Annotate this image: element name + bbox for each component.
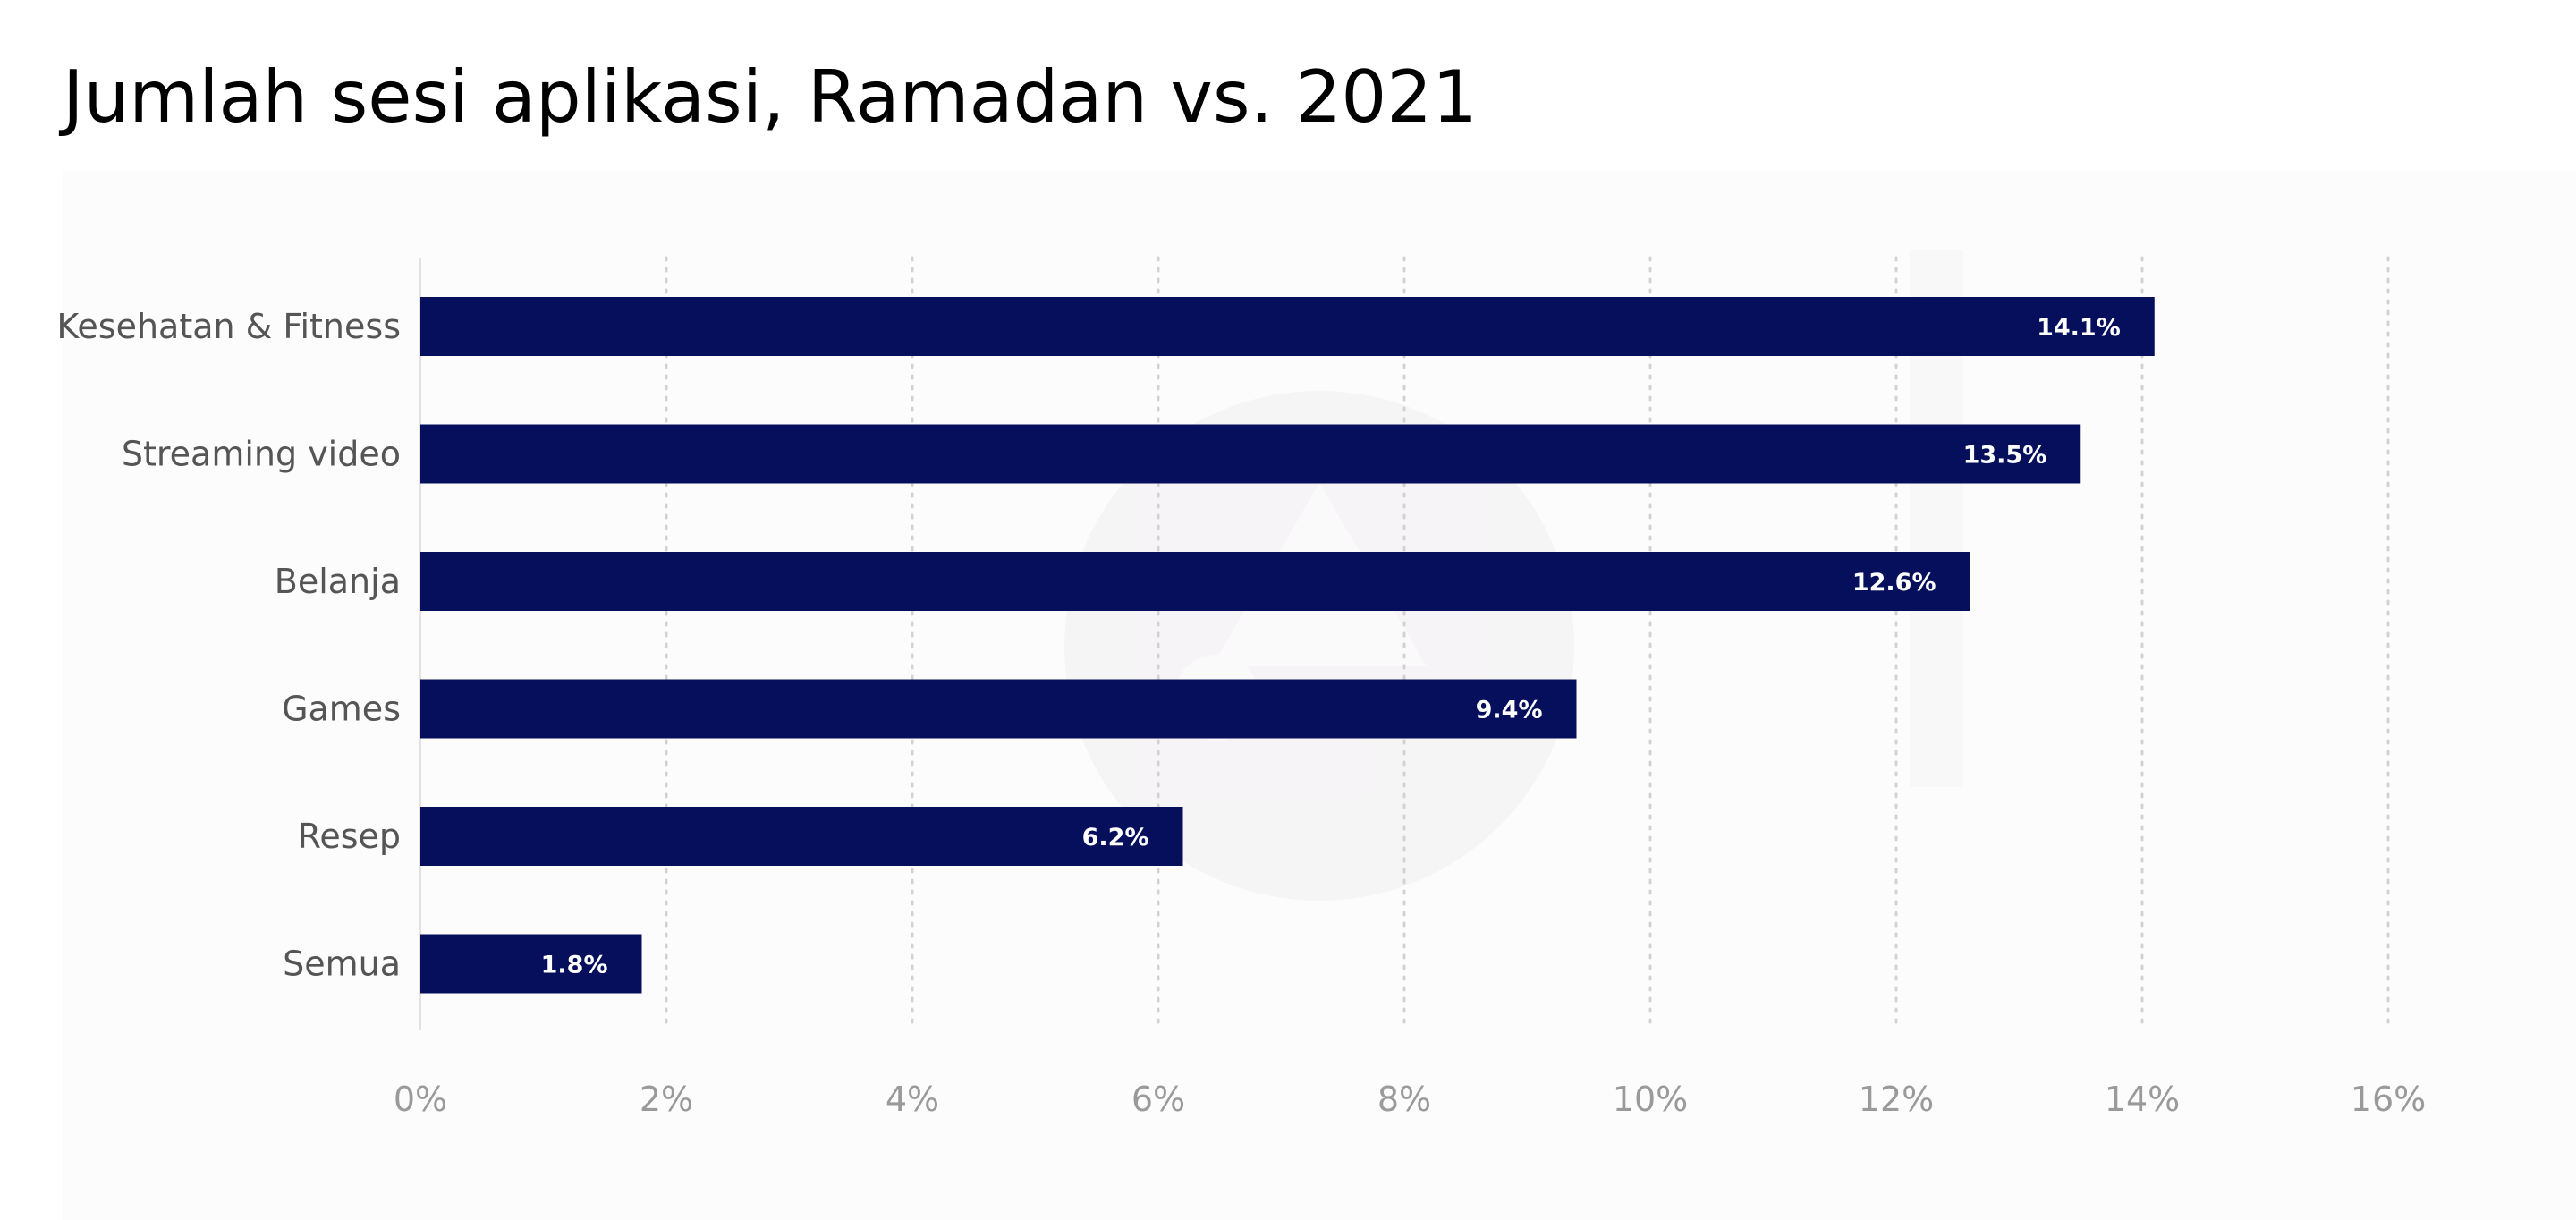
data-label: 9.4% [1476,697,1543,724]
data-label: 14.1% [2037,314,2121,342]
x-tick-label: 12% [1859,1080,1934,1119]
bar [420,552,1970,611]
bar [420,679,1577,739]
data-label: 12.6% [1852,569,1936,597]
x-tick-label: 10% [1613,1080,1688,1119]
category-label: Semua [283,945,401,984]
chart-title: Jumlah sesi aplikasi, Ramadan vs. 2021 [63,55,1479,139]
x-tick-label: 6% [1131,1080,1185,1119]
x-tick-label: 14% [2105,1080,2180,1119]
data-label: 1.8% [541,952,608,979]
bar [420,807,1183,866]
category-label: Belanja [275,562,401,601]
bar [420,934,642,994]
category-label: Streaming video [122,435,401,474]
x-tick-label: 4% [886,1080,939,1119]
category-label: Resep [298,817,401,856]
category-label: Games [282,690,401,729]
x-tick-label: 0% [394,1080,447,1119]
bar [420,424,2081,484]
data-label: 6.2% [1082,824,1149,851]
x-tick-label: 8% [1377,1080,1431,1119]
x-tick-label: 16% [2351,1080,2426,1119]
x-tick-label: 2% [640,1080,693,1119]
bar [420,297,2155,356]
data-label: 13.5% [1963,442,2047,470]
category-label: Kesehatan & Fitness [56,307,401,346]
